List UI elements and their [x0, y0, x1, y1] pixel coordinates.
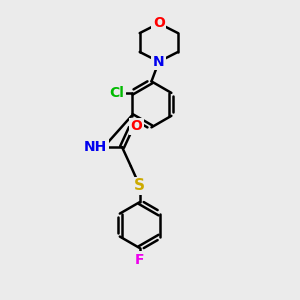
Text: F: F — [135, 253, 144, 267]
Text: Cl: Cl — [110, 86, 124, 100]
Text: O: O — [153, 16, 165, 30]
Text: S: S — [134, 178, 145, 194]
Text: N: N — [153, 55, 165, 69]
Text: NH: NH — [84, 140, 107, 154]
Text: O: O — [130, 119, 142, 134]
